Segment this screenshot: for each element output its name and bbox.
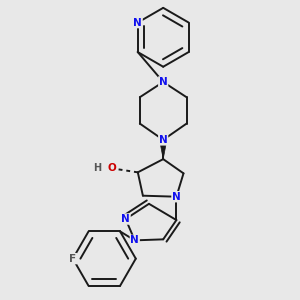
Text: N: N bbox=[172, 192, 181, 202]
Polygon shape bbox=[160, 140, 167, 159]
Text: N: N bbox=[159, 135, 168, 145]
Text: N: N bbox=[121, 214, 130, 224]
Text: H: H bbox=[93, 163, 101, 173]
Text: F: F bbox=[69, 254, 76, 264]
Text: N: N bbox=[159, 77, 168, 87]
Text: O: O bbox=[107, 163, 116, 173]
Text: N: N bbox=[130, 236, 139, 245]
Text: N: N bbox=[133, 18, 142, 28]
